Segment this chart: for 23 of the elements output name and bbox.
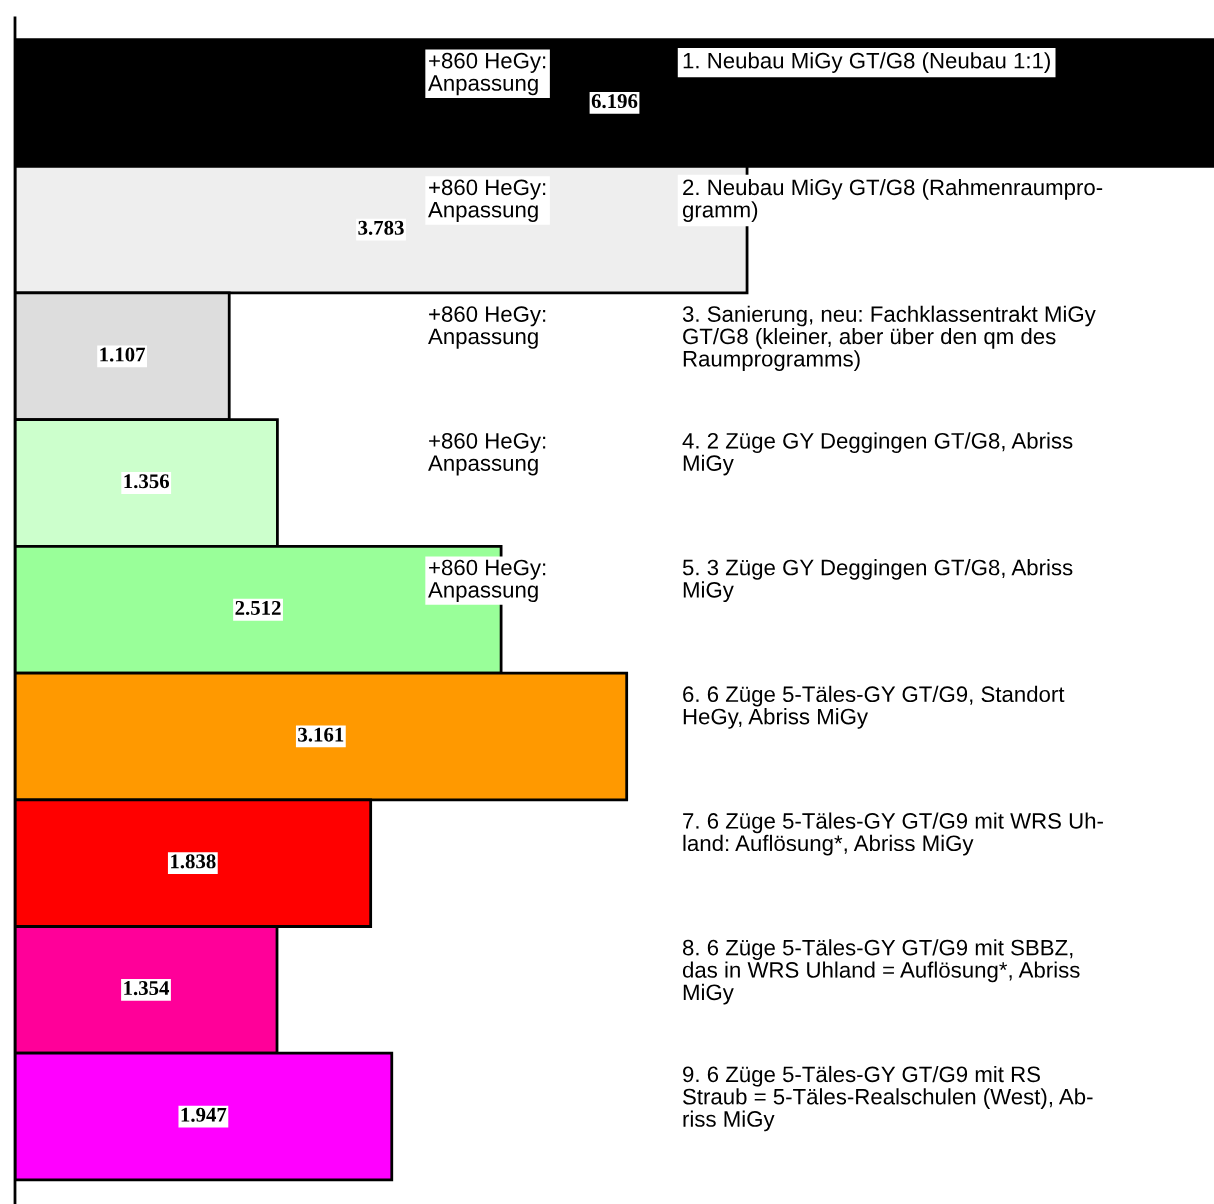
annotation: +860 HeGy: Anpassung bbox=[428, 306, 546, 349]
data-label: 2.512 bbox=[235, 600, 281, 616]
data-label: 6.196 bbox=[591, 94, 638, 109]
y-tick-label: 4. 2 Züge GY Deggingen GT/G8, Abriss MiGy bbox=[682, 432, 1073, 476]
data-label: 3.161 bbox=[298, 727, 344, 742]
y-tick-label: 6. 6 Züge 5-Täles-GY GT/G9, Standort HeGy, Abriss MiGy bbox=[683, 685, 1065, 729]
y-tick-label: 8. 6 Züge 5-Täles-GY GT/G9 mit SBBZ, das in WRS Uhland = Auflösung*, Abriss MiGy bbox=[682, 939, 1080, 1005]
annotation: +860 HeGy: Anpassung bbox=[428, 179, 546, 222]
data-label: 1.107 bbox=[100, 347, 146, 362]
annotation: +860 HeGy: Anpassung bbox=[428, 559, 546, 603]
annotation: +860 HeGy: Anpassung bbox=[428, 432, 546, 476]
data-label: 3.783 bbox=[358, 220, 404, 235]
data-label: 1.354 bbox=[124, 981, 170, 996]
data-label: 1.838 bbox=[171, 854, 216, 869]
y-tick-label: 1. Neubau MiGy GT/G8 (Neubau 1:1) bbox=[683, 52, 1050, 73]
annotation: +860 HeGy: Anpassung bbox=[428, 52, 546, 96]
data-label: 1.356 bbox=[124, 474, 170, 489]
data-label: 1.947 bbox=[181, 1107, 227, 1122]
y-tick-label: 9. 6 Züge 5-Täles-GY GT/G9 mit RS Straub = 5-Täles-Realschulen (West), Ab- riss MiGy bbox=[683, 1065, 1093, 1132]
y-tick-label: 3. Sanierung, neu: Fachklassentrakt MiGy GT/G8 (kleiner, aber über den qm des Raumprogramms) bbox=[682, 305, 1096, 371]
y-tick-label: 5. 3 Züge GY Deggingen GT/G8, Abriss MiGy bbox=[682, 559, 1073, 603]
y-tick-label: 2. Neubau MiGy GT/G8 (Rahmenraumpro- gramm) bbox=[682, 178, 1103, 222]
y-tick-label: 7. 6 Züge 5-Täles-GY GT/G9 mit WRS Uh- land: Auflösung*, Abriss MiGy bbox=[683, 812, 1103, 856]
